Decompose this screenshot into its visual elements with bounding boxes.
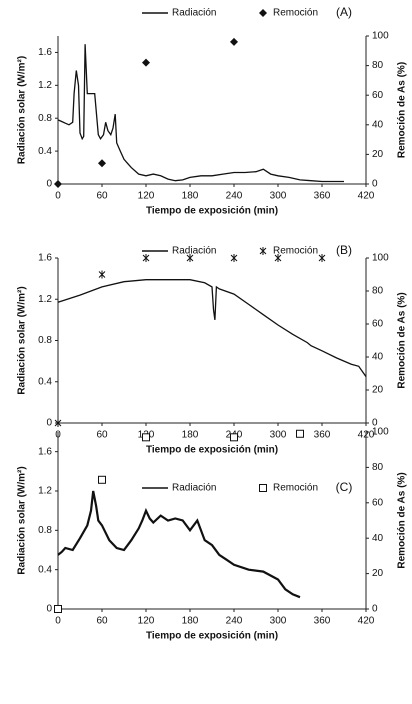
y2-axis-label: Remoción de As (%)	[397, 292, 408, 388]
removal-marker	[54, 419, 62, 427]
y2-tick-label: 100	[372, 427, 389, 438]
y-tick-label: 1.6	[38, 47, 52, 58]
x-tick-label: 360	[314, 191, 331, 202]
x-tick-label: 360	[314, 616, 331, 627]
y2-tick-label: 60	[372, 90, 384, 101]
legend-label: Remoción	[273, 483, 318, 494]
y-tick-label: 0.4	[38, 564, 52, 575]
y-tick-label: 0.8	[38, 335, 52, 346]
y2-tick-label: 0	[372, 179, 378, 190]
legend-label: Remoción	[273, 8, 318, 19]
removal-marker	[98, 270, 106, 279]
y-tick-label: 1.2	[38, 80, 52, 91]
x-tick-label: 180	[182, 191, 199, 202]
y-tick-label: 1.2	[38, 486, 52, 497]
removal-marker	[230, 254, 238, 262]
legend-label: Remoción	[273, 246, 318, 257]
y-tick-label: 0.4	[38, 146, 52, 157]
removal-marker	[318, 254, 326, 262]
x-axis-label: Tiempo de exposición (min)	[146, 206, 278, 217]
removal-marker	[98, 159, 106, 168]
y2-tick-label: 60	[372, 319, 384, 330]
y2-tick-label: 0	[372, 604, 378, 615]
y-tick-label: 0.8	[38, 525, 52, 536]
radiation-line	[57, 279, 367, 377]
removal-marker	[98, 475, 106, 484]
removal-marker	[296, 429, 304, 438]
x-axis-label: Tiempo de exposición (min)	[146, 631, 278, 642]
x-tick-label: 240	[226, 616, 243, 627]
y-tick-label: 0.8	[38, 113, 52, 124]
x-tick-label: 0	[55, 191, 61, 202]
panel-label: (A)	[336, 5, 352, 19]
x-tick-label: 420	[358, 191, 375, 202]
y2-tick-label: 40	[372, 352, 384, 363]
y2-tick-label: 100	[372, 31, 389, 42]
x-tick-label: 60	[96, 430, 108, 441]
y2-tick-label: 80	[372, 60, 384, 71]
removal-marker	[274, 254, 282, 262]
y-tick-label: 0	[46, 418, 52, 429]
x-tick-label: 300	[270, 191, 287, 202]
panel-label: (C)	[336, 480, 353, 494]
legend-label: Radiación	[172, 483, 216, 494]
x-tick-label: 120	[138, 616, 155, 627]
y-axis-label: Radiación solar (W/m²)	[17, 56, 28, 164]
y2-tick-label: 60	[372, 497, 384, 508]
y2-tick-label: 20	[372, 149, 384, 160]
x-tick-label: 60	[96, 191, 108, 202]
y2-tick-label: 40	[372, 119, 384, 130]
legend-label: Radiación	[172, 246, 216, 257]
y2-tick-label: 100	[372, 253, 389, 264]
removal-marker	[54, 180, 62, 188]
y2-axis-label: Remoción de As (%)	[397, 472, 408, 568]
y2-tick-label: 20	[372, 568, 384, 579]
removal-marker	[142, 254, 150, 262]
radiation-line	[57, 44, 344, 183]
x-tick-label: 300	[270, 430, 287, 441]
removal-marker	[230, 37, 238, 46]
legend-swatch	[259, 9, 267, 17]
removal-marker	[230, 433, 238, 442]
y-axis-label: Radiación solar (W/m²)	[17, 286, 28, 394]
radiation-line	[57, 490, 301, 599]
y2-tick-label: 20	[372, 385, 384, 396]
y-tick-label: 1.6	[38, 446, 52, 457]
y2-axis-label: Remoción de As (%)	[397, 62, 408, 158]
x-tick-label: 60	[96, 616, 108, 627]
y-tick-label: 0	[46, 179, 52, 190]
x-tick-label: 420	[358, 616, 375, 627]
removal-marker	[142, 433, 150, 442]
y-tick-label: 1.2	[38, 294, 52, 305]
y2-tick-label: 80	[372, 462, 384, 473]
removal-marker	[142, 58, 150, 67]
x-tick-label: 0	[55, 616, 61, 627]
y-axis-label: Radiación solar (W/m²)	[17, 466, 28, 574]
y2-tick-label: 40	[372, 533, 384, 544]
y-tick-label: 0.4	[38, 376, 52, 387]
y2-tick-label: 80	[372, 286, 384, 297]
removal-marker	[54, 605, 62, 613]
x-tick-label: 300	[270, 616, 287, 627]
y-tick-label: 1.6	[38, 253, 52, 264]
x-tick-label: 240	[226, 191, 243, 202]
x-tick-label: 360	[314, 430, 331, 441]
legend-swatch	[259, 247, 267, 255]
removal-marker	[186, 254, 194, 262]
y2-tick-label: 0	[372, 418, 378, 429]
x-tick-label: 120	[138, 191, 155, 202]
x-tick-label: 180	[182, 430, 199, 441]
legend-label: Radiación	[172, 8, 216, 19]
legend-swatch	[259, 484, 267, 492]
x-axis-label: Tiempo de exposición (min)	[146, 445, 278, 456]
x-tick-label: 180	[182, 616, 199, 627]
y-tick-label: 0	[46, 604, 52, 615]
panel-label: (B)	[336, 243, 352, 257]
